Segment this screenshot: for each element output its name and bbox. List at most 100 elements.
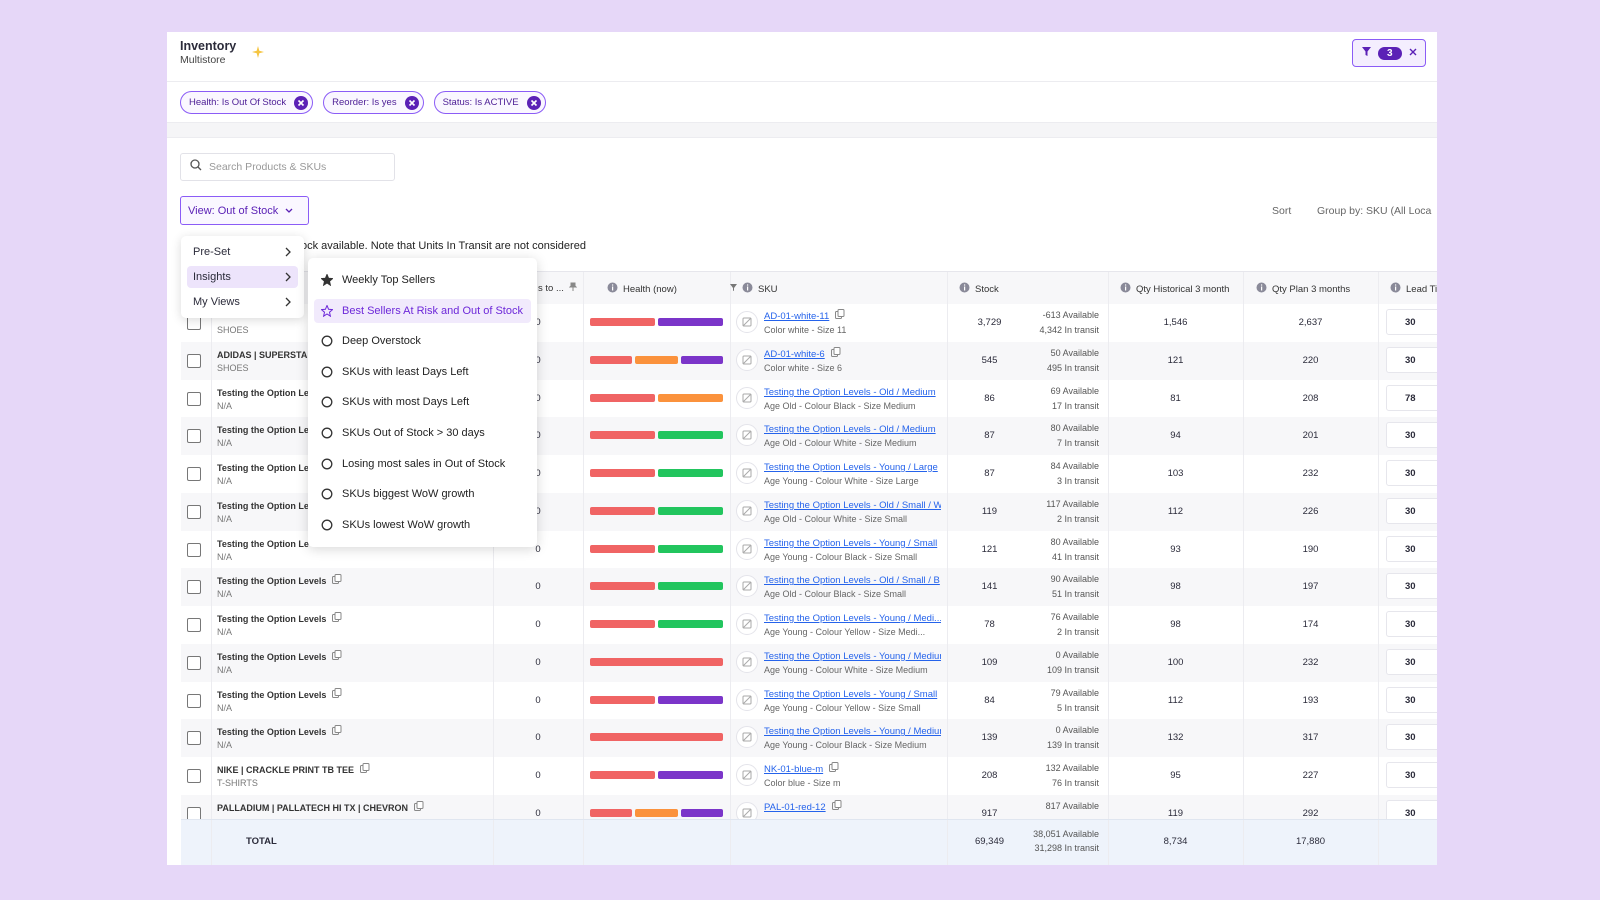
column-divider	[583, 681, 584, 720]
row-checkbox[interactable]	[187, 504, 201, 519]
health-segment	[590, 355, 633, 364]
row-checkbox[interactable]	[187, 693, 201, 708]
product-name-text: Testing the Option Le	[217, 463, 309, 473]
column-divider	[493, 568, 494, 606]
lead-time[interactable]: 30	[1386, 686, 1437, 713]
column-divider	[730, 304, 731, 342]
sku-link[interactable]: Testing the Option Levels - Old / Medium	[764, 386, 936, 398]
column-divider	[1243, 794, 1244, 833]
sku-cell: PAL-01-red-12	[764, 799, 941, 813]
column-divider	[730, 820, 731, 865]
row-checkbox[interactable]	[187, 391, 201, 406]
qty-historical: 1,546	[1163, 317, 1188, 328]
lead-time[interactable]: 30	[1386, 724, 1437, 751]
lead-time[interactable]: 30	[1386, 497, 1437, 524]
sku-link[interactable]: Testing the Option Levels - Young / Medi…	[764, 650, 941, 662]
group-by-button[interactable]: Group by: SKU (All Loca	[1317, 205, 1432, 217]
health-segment	[658, 469, 723, 477]
lead-time[interactable]: 30	[1386, 422, 1437, 449]
submenu-item[interactable]: SKUs biggest WoW growth	[314, 482, 531, 506]
lead-time[interactable]: 30	[1386, 309, 1437, 335]
stock-value: 109	[981, 656, 998, 668]
column-divider	[1108, 530, 1109, 569]
column-divider	[1378, 379, 1379, 418]
submenu-item[interactable]: SKUs lowest WoW growth	[314, 513, 531, 537]
submenu-item[interactable]: SKUs with most Days Left	[314, 390, 531, 414]
health-segment	[635, 355, 678, 364]
menu-item[interactable]: My Views	[187, 291, 298, 313]
search-box[interactable]: Search Products & SKUs	[180, 153, 395, 181]
menu-item[interactable]: Insights	[187, 266, 298, 288]
row-checkbox[interactable]	[187, 429, 201, 444]
sku-link[interactable]: NK-01-blue-m	[764, 764, 824, 775]
sort-button[interactable]: Sort	[1272, 205, 1292, 217]
lead-time[interactable]: 30	[1386, 611, 1437, 637]
row-checkbox[interactable]	[187, 353, 201, 368]
lead-time[interactable]: 30	[1386, 573, 1437, 600]
filter-chip[interactable]: Health: Is Out Of Stock	[180, 91, 314, 114]
lead-time[interactable]: 78	[1386, 384, 1437, 411]
submenu-item[interactable]: SKUs with least Days Left	[314, 360, 531, 384]
view-button[interactable]: View: Out of Stock	[180, 196, 309, 225]
sku-link[interactable]: Testing the Option Levels - Young / Smal…	[764, 537, 938, 549]
column-divider	[1108, 719, 1109, 757]
column-divider	[1243, 530, 1244, 569]
product-name-text: Testing the Option Levels	[217, 727, 327, 738]
lead-time[interactable]: 30	[1386, 762, 1437, 788]
qty-plan: 201	[1302, 430, 1319, 442]
submenu-item[interactable]: Losing most sales in Out of Stock	[314, 452, 531, 476]
qty-plan: 232	[1302, 656, 1319, 668]
sku-link[interactable]: Testing the Option Levels - Young / Larg…	[764, 462, 938, 473]
row-checkbox[interactable]	[187, 467, 201, 481]
column-divider	[211, 379, 212, 418]
sku-link[interactable]: Testing the Option Levels - Young / Smal…	[764, 688, 938, 700]
column-divider	[583, 820, 584, 865]
health-segment	[680, 808, 723, 817]
qty-historical: 81	[1170, 392, 1181, 404]
sku-link[interactable]: AD-01-white-6	[764, 348, 825, 360]
stock-in-transit: 51 In transit	[1051, 589, 1099, 600]
row-checkbox[interactable]	[187, 769, 201, 783]
sku-link[interactable]: Testing the Option Levels - Old / Small …	[764, 575, 940, 587]
filter-chip[interactable]: Status: Is ACTIVE	[433, 91, 546, 114]
remove-filter[interactable]	[294, 95, 309, 110]
row-checkbox[interactable]	[187, 542, 201, 557]
row-checkbox[interactable]	[187, 618, 201, 632]
sku-link[interactable]: PAL-01-red-12	[764, 801, 826, 813]
qty-plan: 197	[1302, 581, 1319, 593]
row-checkbox[interactable]	[187, 731, 201, 746]
remove-filter[interactable]	[526, 95, 541, 110]
submenu-item[interactable]: Best Sellers At Risk and Out of Stock	[314, 298, 531, 323]
remove-filter[interactable]	[404, 95, 419, 110]
stock-value: 86	[984, 392, 995, 404]
submenu-item[interactable]: SKUs Out of Stock > 30 days	[314, 421, 531, 445]
sku-link[interactable]: Testing the Option Levels - Old / Medium	[764, 424, 936, 436]
menu-item[interactable]: Pre-Set	[187, 241, 298, 263]
column-divider	[947, 820, 948, 865]
column-divider	[1378, 417, 1379, 455]
info-icon	[607, 282, 618, 296]
sku-link[interactable]: Testing the Option Levels - Young / Medi…	[764, 613, 941, 624]
sku-link[interactable]: AD-01-white-11	[764, 311, 830, 322]
submenu-item[interactable]: Weekly Top Sellers	[314, 268, 531, 292]
lead-time[interactable]: 30	[1386, 648, 1437, 675]
info-icon	[959, 282, 970, 296]
row-checkbox[interactable]	[187, 655, 201, 670]
filter-button[interactable]: 3	[1352, 39, 1426, 67]
row-checkbox[interactable]	[187, 580, 201, 595]
lead-time[interactable]: 30	[1386, 535, 1437, 562]
row-checkbox[interactable]	[187, 316, 201, 330]
product-name: Testing the Option Levels	[217, 612, 342, 624]
lead-time[interactable]: 30	[1386, 346, 1437, 373]
filter-chip-label: Health: Is Out Of Stock	[189, 97, 287, 108]
sku-link[interactable]: Testing the Option Levels - Young / Medi…	[764, 726, 941, 738]
product-category: N/A	[217, 551, 233, 562]
filter-chip-label: Reorder: Is yes	[332, 97, 397, 108]
lead-time[interactable]: 30	[1386, 460, 1437, 486]
qty-historical: 112	[1167, 505, 1184, 517]
submenu-item[interactable]: Deep Overstock	[314, 329, 531, 353]
sku-link[interactable]: Testing the Option Levels - Old / Small …	[764, 499, 941, 511]
filter-chip[interactable]: Reorder: Is yes	[323, 91, 424, 114]
column-divider	[730, 757, 731, 795]
column-divider	[493, 681, 494, 720]
